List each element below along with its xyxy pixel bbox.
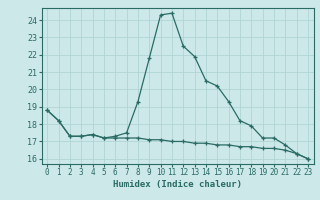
X-axis label: Humidex (Indice chaleur): Humidex (Indice chaleur) xyxy=(113,180,242,189)
